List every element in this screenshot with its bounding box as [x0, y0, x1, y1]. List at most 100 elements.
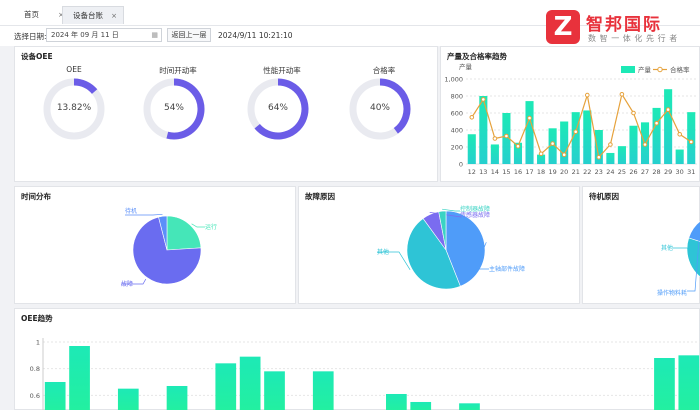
production-chart: 产量 产量 合格率 0 200 400 600 800 1,000 12 13 14 15 16 17 18 1…	[444, 62, 697, 176]
pass-rate-point	[585, 92, 590, 98]
wait-leader-line	[687, 222, 700, 292]
date-value: 2024 年 09 月 11 日	[51, 31, 119, 39]
tab-device-ledger-label: 设备台账	[73, 11, 103, 20]
oee-trend-bar	[117, 388, 139, 410]
time-distribution-title: 时间分布	[21, 192, 51, 201]
y-tick-label: 200	[451, 144, 463, 152]
output-bar	[617, 146, 626, 164]
time-slice	[166, 215, 202, 251]
x-tick-label: 26	[629, 168, 637, 176]
x-tick-label: 21	[572, 168, 580, 176]
gauge-arc	[254, 78, 309, 140]
date-picker[interactable]: 2024 年 09 月 11 日 ▦	[46, 28, 162, 42]
oee-trend-bar	[44, 381, 66, 410]
y-tick-label: 600	[451, 110, 463, 118]
pass-rate-point	[504, 133, 509, 139]
output-bar	[583, 110, 592, 164]
y-tick-label: 0.6	[30, 392, 40, 400]
gauge-label-oee: OEE	[66, 65, 82, 74]
output-bar	[548, 128, 557, 164]
output-bar	[525, 101, 534, 164]
x-tick-label: 23	[595, 168, 603, 176]
close-icon[interactable]: ×	[111, 12, 117, 20]
x-tick-label: 31	[687, 168, 695, 176]
y-tick-label: 0	[459, 161, 463, 169]
oee-trend-bar	[312, 371, 334, 410]
close-icon[interactable]: ×	[58, 6, 64, 24]
time-leader-line	[191, 223, 205, 228]
y-tick-label: 0.8	[30, 365, 40, 373]
output-bar	[502, 113, 511, 164]
oee-trend-bar	[654, 358, 675, 410]
gauge-arc	[379, 78, 411, 134]
pass-rate-point	[469, 115, 475, 120]
oee-gauges	[43, 78, 411, 140]
gauge-value-pass-rate: 40%	[369, 103, 390, 113]
pass-rate-point	[596, 154, 602, 160]
time-leader-line	[121, 278, 147, 285]
tab-home-label: 首页	[24, 10, 39, 19]
x-tick-label: 29	[664, 168, 672, 176]
tab-bar: 首页 × 设备台账 ×	[0, 0, 700, 26]
pass-rate-point	[573, 129, 578, 134]
oee-trend-bar	[386, 393, 407, 410]
x-tick-label: 30	[676, 168, 684, 176]
gauge-value-oee: 13.82%	[56, 103, 92, 113]
output-bar	[687, 112, 696, 164]
production-panel-title: 产量及合格率趋势	[447, 52, 507, 61]
fault-leader-line	[377, 251, 411, 270]
date-label: 选择日期:	[14, 32, 47, 41]
output-bar	[490, 144, 499, 164]
output-bar	[664, 89, 673, 164]
x-tick-label: 15	[502, 168, 510, 176]
oee-trend-bar	[69, 346, 90, 410]
output-bar	[606, 152, 615, 164]
time-slice	[158, 215, 168, 251]
y-tick-label: 1	[36, 339, 40, 347]
pass-rate-point	[527, 115, 532, 121]
output-bar	[479, 96, 488, 164]
output-bar	[594, 130, 603, 164]
y-axis-name: 产量	[459, 62, 473, 71]
logo-mark-icon: Z	[546, 10, 580, 44]
oee-panel: 设备OEE OEE 时间开动率 性能开动率 合格率 13.82% 54% 64%…	[14, 46, 438, 182]
output-bar	[560, 121, 569, 164]
production-panel: 产量及合格率趋势 产量 产量 合格率 0 200 400 600 800 1,000 12 13 14…	[440, 46, 700, 182]
gauge-value-performance-rate: 64%	[267, 103, 288, 113]
filter-bar: 选择日期: 2024 年 09 月 11 日 ▦ 返回上一层 2024/9/11…	[0, 26, 700, 46]
time-distribution-panel: 时间分布 运行 故障 待机	[14, 186, 296, 304]
x-tick-label: 18	[537, 168, 545, 176]
x-tick-label: 24	[606, 168, 614, 176]
tab-home[interactable]: 首页 ×	[14, 6, 70, 24]
pass-rate-point	[654, 120, 659, 126]
back-button[interactable]: 返回上一层	[167, 28, 211, 42]
pass-rate-point	[608, 142, 613, 147]
output-bar	[629, 125, 638, 164]
x-tick-label: 27	[641, 168, 649, 176]
tab-device-ledger[interactable]: 设备台账 ×	[62, 6, 124, 24]
wait-leader-line	[673, 247, 700, 256]
logo-name: 智邦国际	[586, 15, 662, 35]
output-bar	[652, 107, 661, 164]
output-bar	[675, 149, 684, 164]
pass-rate-point	[619, 92, 625, 97]
standby-reason-title: 待机原因	[589, 192, 619, 201]
x-tick-label: 19	[548, 168, 556, 176]
wait-slice	[688, 221, 700, 242]
time-label: 待机	[125, 207, 137, 215]
fault-slice	[445, 210, 486, 287]
pass-rate-point	[550, 141, 555, 146]
calendar-icon[interactable]: ▦	[151, 31, 158, 39]
fault-leader-line	[474, 242, 489, 270]
oee-trend-bar	[459, 403, 480, 410]
x-tick-label: 12	[468, 168, 476, 176]
gauge-arc	[166, 78, 205, 140]
output-bar	[571, 112, 580, 164]
y-tick-label: 1,000	[444, 76, 463, 84]
pass-rate-point	[631, 110, 636, 116]
output-bar	[513, 142, 523, 164]
x-tick-label: 22	[583, 168, 591, 176]
legend-pass-rate: 合格率	[670, 65, 690, 74]
logo-tagline: 数智一体化先行者	[588, 34, 681, 43]
fault-label: 控制器故障	[460, 205, 490, 213]
